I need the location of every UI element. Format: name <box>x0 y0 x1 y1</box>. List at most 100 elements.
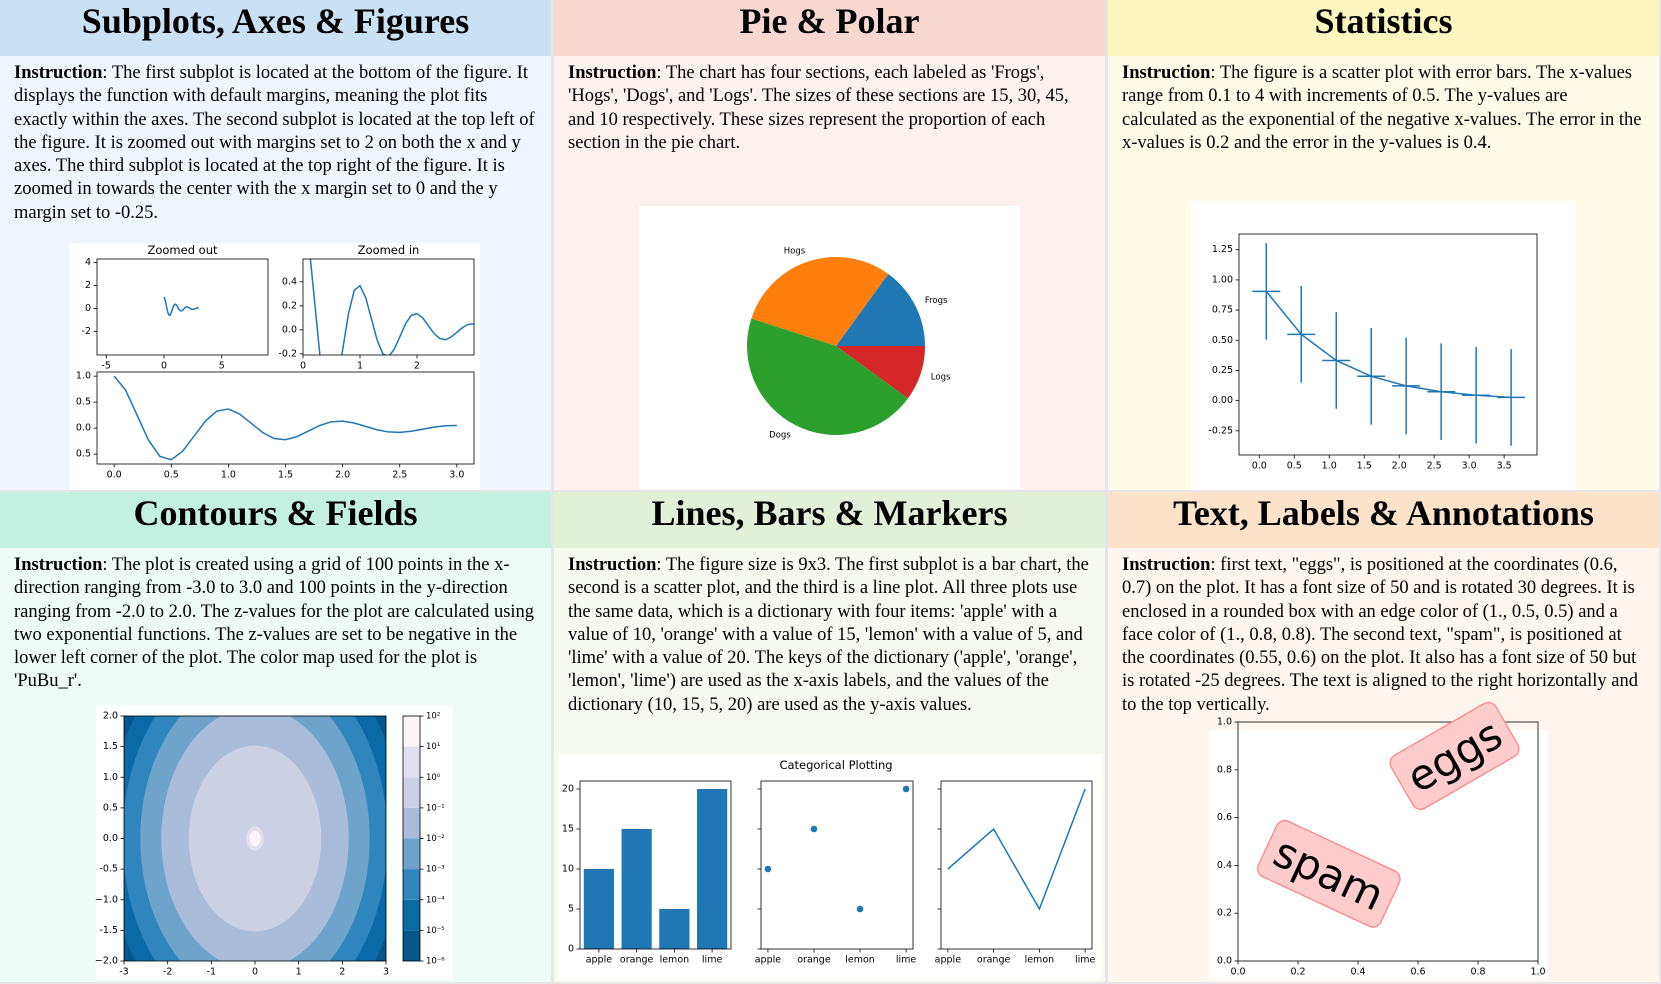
axes-frame <box>1238 233 1538 456</box>
x-tick-label: 0.8 <box>1470 967 1485 978</box>
instruction-label: Instruction <box>1122 555 1211 575</box>
pie-label: Hogs <box>784 247 806 257</box>
axes-frame <box>1237 721 1539 962</box>
y-tick-label: 0.2 <box>1217 908 1232 919</box>
panel: 0.0 0.2 0.4 0.6 0.8 1.0 0.0 0.2 0.4 0.6 0.8 1.0 eggs… <box>1108 492 1659 982</box>
y-tick-label: 0.5 <box>76 397 91 408</box>
x-tick-label: 0.5 <box>164 470 179 481</box>
x-tick-label: 0 <box>252 967 258 978</box>
y-tick-label: 20 <box>562 784 574 795</box>
y-tick-label: 15 <box>562 824 574 835</box>
x-tick-label: 3.0 <box>1462 461 1477 472</box>
colorbar-tick-label: 10² <box>426 712 440 722</box>
y-tick-label: 0.4 <box>282 276 297 287</box>
panel-canvas: 0.0 0.5 1.0 1.5 2.0 2.5 3.0 3.5 -0.25 0.00 0.25 0.5… <box>1191 201 1576 490</box>
y-tick-label: 0.2 <box>282 300 297 311</box>
instruction: Instruction: The plot is created using a… <box>14 554 538 694</box>
plot-area <box>163 296 199 317</box>
panel-title: Text, Labels & Annotations <box>1108 492 1659 548</box>
axes-frame <box>760 780 914 950</box>
plot-area <box>113 375 457 461</box>
y-tick-label: 1.0 <box>103 772 118 783</box>
data-line <box>163 296 199 317</box>
y-tick-label: -0.2 <box>278 348 297 359</box>
y-tick-label: 2 <box>85 280 91 291</box>
panel: Frogs Hogs Dogs Logs Pie & Polar Instruction:… <box>554 0 1105 490</box>
panel-title: Pie & Polar <box>554 0 1105 56</box>
instruction-label: Instruction <box>1122 63 1211 83</box>
y-tick-label: 0.0 <box>103 833 118 844</box>
y-tick-label: 0.50 <box>1212 335 1233 346</box>
y-tick-label: 0.5 <box>76 449 91 460</box>
instruction-label: Instruction <box>14 63 103 83</box>
instruction: Instruction: The figure is a scatter plo… <box>1122 62 1646 155</box>
x-tick-label: 2.0 <box>1392 461 1407 472</box>
figure-title: Categorical Plotting <box>779 758 892 772</box>
colorbar-band <box>403 838 420 870</box>
bar <box>659 909 690 949</box>
scatter-point <box>856 905 864 913</box>
axes-frame <box>940 780 1093 950</box>
colorbar-tick-label: 10⁻² <box>426 834 445 844</box>
colorbar-tick-label: 10⁻³ <box>426 865 445 875</box>
y-tick-label: 2.0 <box>103 711 118 722</box>
panel-canvas: -5 0 5 -2 0 2 4 Zoomed out 0 1 2 -0.2 0.0 0.2 0.4 Zoome… <box>70 243 480 490</box>
x-tick-label: lime <box>702 955 723 966</box>
pie-slice <box>751 257 889 346</box>
instruction-text: : The first subplot is located at the bo… <box>14 63 535 223</box>
panel-title: Subplots, Axes & Figures <box>0 0 551 56</box>
plot-area <box>764 785 910 913</box>
panel: 0.0 0.5 1.0 1.5 2.0 2.5 3.0 3.5 -0.25 0.00 0.25 0.5… <box>1108 0 1659 490</box>
subplot-title: Zoomed in <box>358 243 420 257</box>
x-tick-label: 2 <box>414 361 420 372</box>
x-tick-label: apple <box>755 955 782 966</box>
y-tick-label: -0.5 <box>99 864 118 875</box>
instruction-label: Instruction <box>568 555 657 575</box>
y-tick-label: 1.0 <box>1217 717 1232 728</box>
colorbar-tick-label: 10⁻⁶ <box>426 957 445 967</box>
x-tick-label: 2.5 <box>1427 461 1442 472</box>
y-tick-label: 1.5 <box>103 741 118 752</box>
y-tick-label: 0.0 <box>1217 956 1232 967</box>
x-tick-label: -2 <box>163 967 172 978</box>
axes-frame <box>302 258 475 356</box>
y-tick-label: 0 <box>568 944 574 955</box>
data-line <box>309 259 474 355</box>
pie-label: Logs <box>931 372 951 382</box>
x-tick-label: -1 <box>207 967 216 978</box>
colorbar-band <box>403 899 420 931</box>
colorbar-band <box>403 716 420 747</box>
x-tick-label: 1.5 <box>278 470 293 481</box>
instruction: Instruction: The first subplot is locate… <box>14 62 538 225</box>
y-tick-label: 0.00 <box>1212 395 1233 406</box>
panel-title: Lines, Bars & Markers <box>554 492 1105 548</box>
x-tick-label: lemon <box>660 955 690 966</box>
subplot-title: Zoomed out <box>147 243 218 257</box>
colorbar-tick-label: 10⁰ <box>426 773 441 783</box>
instruction-text: : The chart has four sections, each labe… <box>568 63 1069 153</box>
x-tick-label: 0.2 <box>1290 967 1305 978</box>
panel-title: Statistics <box>1108 0 1659 56</box>
instruction: Instruction: The figure size is 9x3. The… <box>568 554 1092 717</box>
y-tick-label: -0.25 <box>1208 425 1233 436</box>
x-tick-label: 0 <box>161 361 167 372</box>
x-tick-label: apple <box>586 955 613 966</box>
plot-area <box>947 788 1086 911</box>
y-tick-label: 10 <box>562 864 574 875</box>
panel: Categorical Plotting 0 5 10 15 20 apple orange l… <box>554 492 1105 982</box>
y-tick-label: 1.25 <box>1212 244 1233 255</box>
annotation-box <box>1389 701 1520 810</box>
figure-background <box>1191 201 1576 490</box>
y-tick-label: 1.00 <box>1212 274 1233 285</box>
x-tick-label: 0.5 <box>1287 461 1302 472</box>
instruction-label: Instruction <box>568 63 657 83</box>
bar <box>697 789 728 949</box>
y-tick-label: 0.0 <box>76 423 91 434</box>
scatter-point <box>902 785 910 793</box>
instruction: Instruction: The chart has four sections… <box>568 62 1092 155</box>
y-tick-label: 5 <box>568 904 574 915</box>
y-tick-label: 0.5 <box>103 802 118 813</box>
y-tick-label: −2.0 <box>95 956 118 967</box>
x-tick-label: 3 <box>383 967 389 978</box>
